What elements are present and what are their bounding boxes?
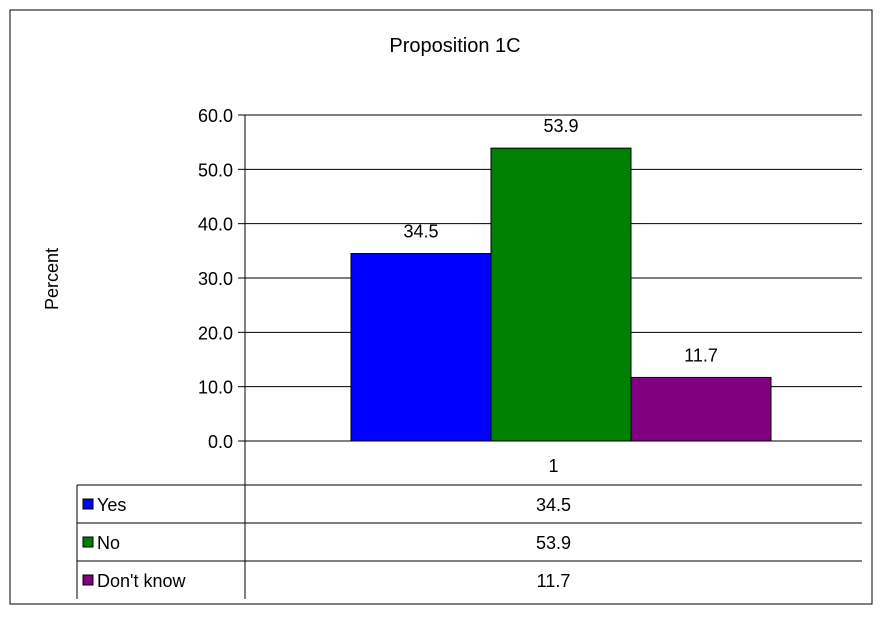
table-value: 34.5 [536,495,571,515]
value-labels: 34.5 53.9 11.7 [403,116,717,365]
data-table: 1 Yes 34.5 No 53.9 Don't know 11.7 [76,440,862,599]
y-axis-label: Percent [42,248,62,310]
y-tick-label: 0.0 [208,432,233,452]
legend-swatch [82,574,94,586]
bars [350,147,772,442]
bar-2 [490,147,632,442]
table-value: 53.9 [536,533,571,553]
y-tick-label: 60.0 [198,106,233,126]
y-tick-label: 50.0 [198,160,233,180]
y-tick-label: 20.0 [198,323,233,343]
y-tick-label: 30.0 [198,269,233,289]
y-tick-label: 10.0 [198,378,233,398]
bar-value-label: 34.5 [403,222,438,242]
legend-entry: Don't know [97,571,186,591]
bar-3 [630,376,772,442]
category-label: 1 [548,456,558,476]
bar-value-label: 53.9 [543,116,578,136]
chart-title: Proposition 1C [389,35,520,57]
legend-entry: Yes [97,495,126,515]
axes: 0.0 10.0 20.0 30.0 40.0 50.0 60.0 [198,106,246,452]
legend-entry: No [97,533,120,553]
legend-swatch [82,498,94,510]
bar-1 [350,253,492,442]
y-tick-label: 40.0 [198,215,233,235]
bar-value-label: 11.7 [684,345,718,365]
legend-swatch [82,536,94,548]
table-value: 11.7 [537,571,571,591]
